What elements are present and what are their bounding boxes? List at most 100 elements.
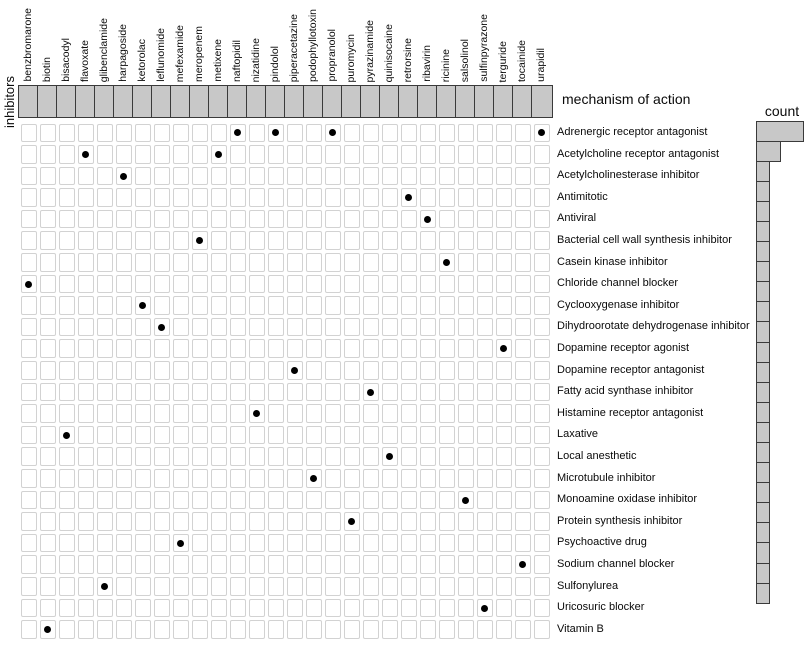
- matrix-cell: [495, 555, 512, 574]
- matrix-cell: [153, 512, 170, 531]
- matrix-cell: [210, 404, 227, 423]
- matrix-cell: [77, 533, 94, 553]
- dot-marker: [329, 129, 336, 137]
- matrix-cell: [20, 620, 37, 639]
- column-header-box: [474, 86, 494, 117]
- column-label: salsolinol: [456, 0, 475, 82]
- matrix-cell: [191, 382, 208, 402]
- matrix-cell: [96, 533, 113, 553]
- matrix-cell: [362, 188, 379, 207]
- matrix-cell: [39, 188, 56, 207]
- matrix-cell: [324, 274, 341, 294]
- matrix-cell: [476, 555, 493, 574]
- matrix-cell: [438, 123, 455, 143]
- matrix-cell: [286, 576, 303, 596]
- matrix-cell: [172, 469, 189, 488]
- matrix-cell: [153, 188, 170, 207]
- column-label-text: puromycin: [345, 33, 358, 82]
- column-header-box: [208, 86, 228, 117]
- matrix-cell: [419, 253, 436, 272]
- dot-marker: [215, 150, 222, 158]
- matrix-cell: [153, 339, 170, 359]
- matrix-cell: [495, 490, 512, 510]
- matrix-cell: [286, 209, 303, 229]
- matrix-cell: [419, 620, 436, 639]
- matrix-cell: [457, 533, 474, 553]
- matrix-cell: [324, 209, 341, 229]
- matrix-cell: [153, 469, 170, 488]
- matrix-cell: [438, 382, 455, 402]
- matrix-cell: [58, 469, 75, 488]
- matrix-cell: [305, 598, 322, 618]
- matrix-cell: [134, 469, 151, 488]
- matrix-cell: [267, 296, 284, 315]
- matrix-cell: [324, 533, 341, 553]
- row-label: Bacterial cell wall synthesis inhibitor: [557, 234, 732, 246]
- matrix-cell: [457, 123, 474, 143]
- matrix-cell: [419, 425, 436, 445]
- matrix-cell: [229, 145, 246, 164]
- matrix-cell: [286, 533, 303, 553]
- row-label: Microtubule inhibitor: [557, 471, 656, 484]
- matrix-cell: [267, 512, 284, 531]
- matrix-cell: [210, 231, 227, 251]
- matrix-cell: [248, 382, 265, 402]
- matrix-cell: [229, 576, 246, 596]
- matrix-cell: [495, 253, 512, 272]
- matrix-cell: [286, 231, 303, 251]
- matrix-cell: [96, 555, 113, 574]
- matrix-cell: [476, 145, 493, 164]
- matrix-cell: [286, 274, 303, 294]
- matrix-cell: [324, 166, 341, 186]
- column-header-box: [18, 86, 38, 117]
- matrix-cell: [305, 253, 322, 272]
- matrix-cell: [514, 425, 531, 445]
- matrix-cell: [267, 231, 284, 251]
- matrix-cell: [267, 533, 284, 553]
- matrix-cell: [58, 512, 75, 531]
- matrix-cell: [210, 425, 227, 445]
- matrix-cell: [134, 317, 151, 337]
- matrix-cell: [305, 490, 322, 510]
- matrix-cell: [229, 209, 246, 229]
- matrix-cell: [20, 361, 37, 380]
- matrix-cell: [324, 253, 341, 272]
- matrix-cell: [533, 274, 550, 294]
- matrix-cell: [77, 490, 94, 510]
- matrix-cell: [362, 123, 379, 143]
- matrix-cell: [362, 145, 379, 164]
- column-header-box: [189, 86, 209, 117]
- dot-marker: [405, 194, 412, 202]
- matrix-cell: [267, 253, 284, 272]
- matrix-cell: [400, 296, 417, 315]
- column-label-text: leflunomide: [155, 28, 168, 82]
- matrix-cell: [96, 145, 113, 164]
- matrix-cell: [514, 382, 531, 402]
- count-bar: [756, 482, 771, 504]
- matrix-cell: [191, 576, 208, 596]
- matrix-cell: [533, 317, 550, 337]
- matrix-cell: [20, 533, 37, 553]
- matrix-cell: [362, 620, 379, 639]
- matrix-cell: [305, 274, 322, 294]
- matrix-cell: [343, 231, 360, 251]
- matrix-cell: [191, 339, 208, 359]
- matrix-cell: [495, 317, 512, 337]
- matrix-cell: [381, 425, 398, 445]
- matrix-cell: [210, 274, 227, 294]
- matrix-cell: [172, 425, 189, 445]
- matrix-cell: [476, 469, 493, 488]
- matrix-cell: [438, 145, 455, 164]
- matrix-cell: [362, 490, 379, 510]
- matrix-cell: [457, 209, 474, 229]
- column-label-text: mefexamide: [174, 24, 187, 82]
- matrix-cell: [362, 274, 379, 294]
- matrix-cell: [229, 382, 246, 402]
- matrix-cell: [20, 555, 37, 574]
- matrix-cell: [381, 145, 398, 164]
- matrix-cell: [134, 145, 151, 164]
- matrix-cell: [533, 188, 550, 207]
- matrix-cell: [533, 425, 550, 445]
- matrix-cell: [172, 339, 189, 359]
- matrix-cell: [476, 404, 493, 423]
